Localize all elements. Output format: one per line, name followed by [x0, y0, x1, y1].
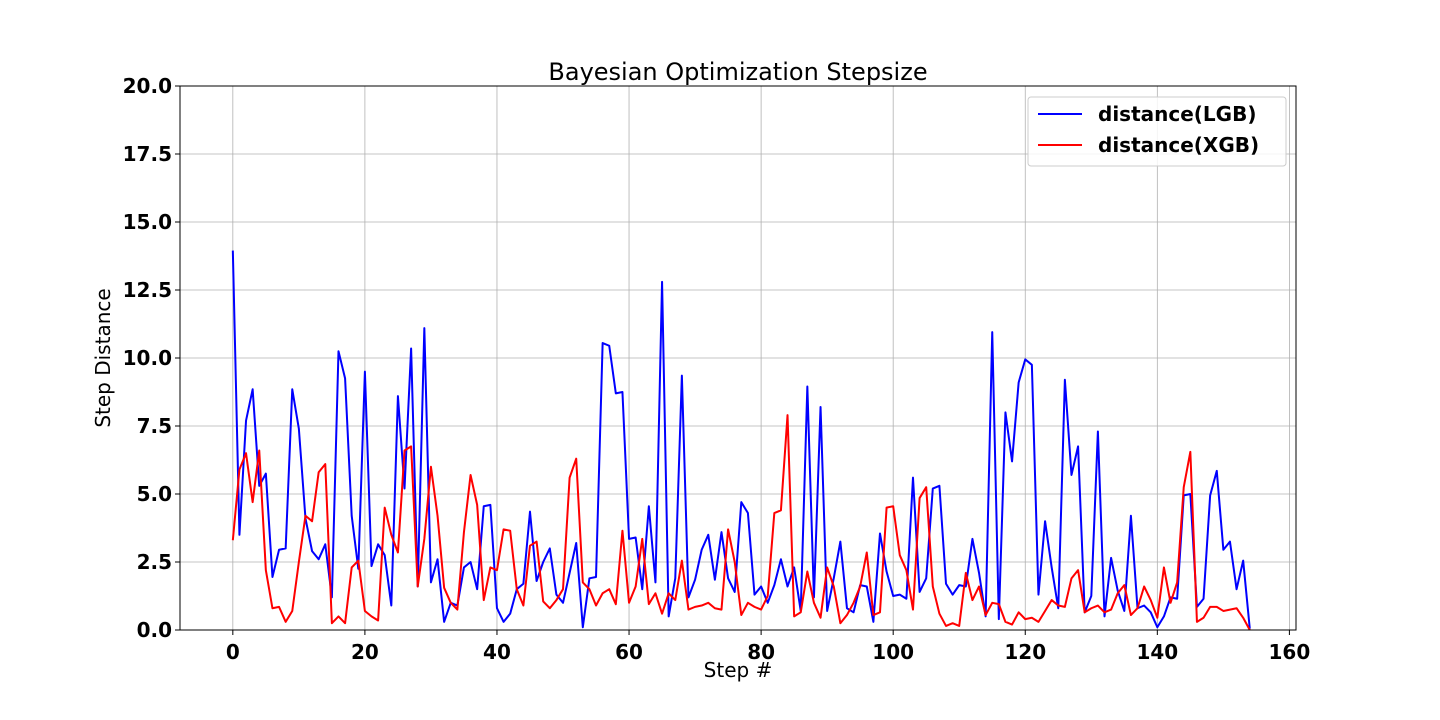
x-tick-label: 40: [483, 640, 511, 664]
legend-label-lgb: distance(LGB): [1098, 102, 1256, 126]
legend: distance(LGB) distance(XGB): [1027, 96, 1287, 167]
x-tick-label: 140: [1136, 640, 1178, 664]
x-axis-ticks: 0 20 40 60 80 100 120 140 160: [226, 630, 1310, 664]
legend-box: [1027, 96, 1287, 167]
x-tick-label: 60: [615, 640, 643, 664]
series-line-lgb: [231, 250, 1251, 629]
y-tick-label: 15.0: [123, 210, 172, 234]
x-tick-label: 160: [1269, 640, 1311, 664]
x-tick-label: 120: [1004, 640, 1046, 664]
legend-label-xgb: distance(XGB): [1098, 133, 1259, 157]
x-tick-label: 0: [226, 640, 240, 664]
series-line-xgb: [231, 414, 1251, 631]
x-tick-label: 100: [872, 640, 914, 664]
y-tick-label: 7.5: [137, 414, 172, 438]
series-layer: [231, 250, 1251, 631]
x-tick-label: 80: [747, 640, 775, 664]
y-tick-label: 2.5: [137, 550, 172, 574]
y-axis-label: Step Distance: [91, 288, 115, 427]
x-tick-label: 20: [351, 640, 379, 664]
y-tick-label: 20.0: [123, 74, 172, 98]
y-axis-ticks: 0.0 2.5 5.0 7.5 10.0 12.5 15.0 17.5 20.0: [123, 74, 180, 642]
y-tick-label: 17.5: [123, 142, 172, 166]
y-tick-label: 0.0: [137, 618, 172, 642]
x-axis-label: Step #: [704, 658, 773, 682]
y-tick-label: 12.5: [123, 278, 172, 302]
y-tick-label: 5.0: [137, 482, 172, 506]
chart-title: Bayesian Optimization Stepsize: [548, 58, 927, 86]
y-tick-label: 10.0: [123, 346, 172, 370]
